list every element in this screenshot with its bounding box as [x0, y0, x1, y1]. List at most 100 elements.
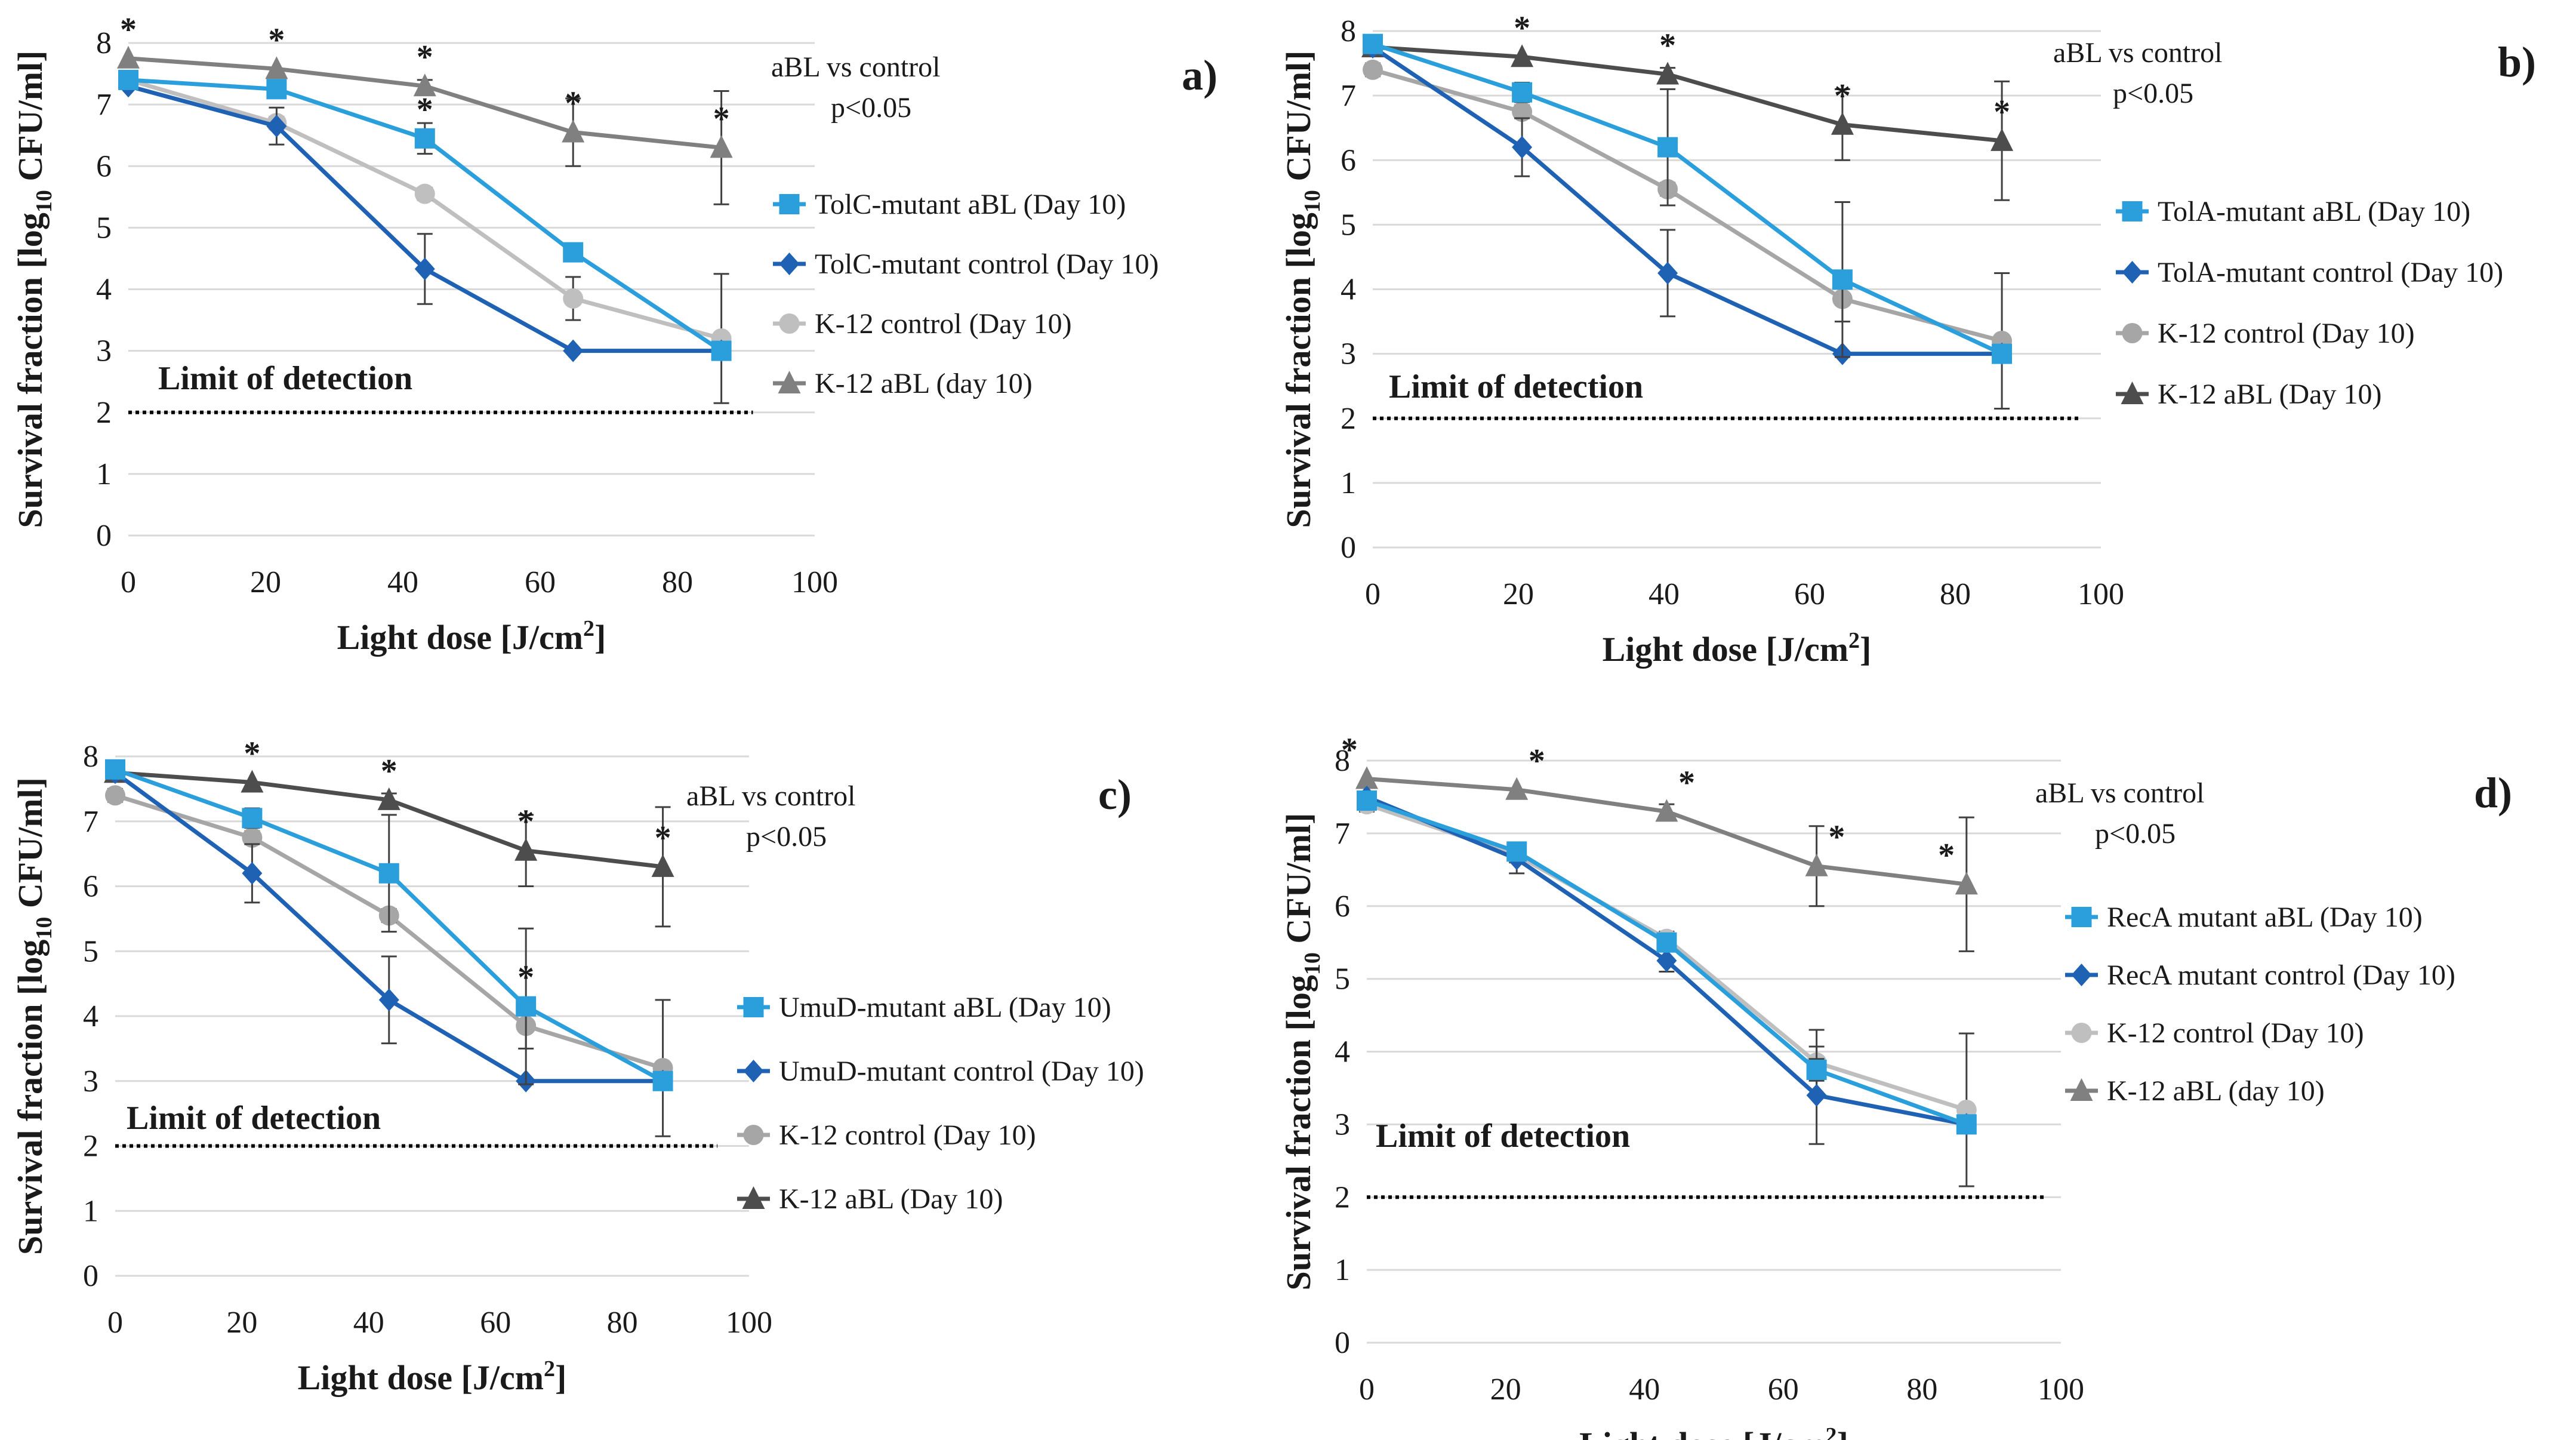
x-tick-label: 0 — [1365, 577, 1381, 611]
data-point-0 — [1512, 82, 1533, 103]
data-point-0 — [1806, 1059, 1827, 1080]
y-tick-label: 0 — [96, 519, 112, 553]
data-point-0 — [105, 759, 125, 780]
x-tick-label: 60 — [1794, 577, 1825, 611]
legend-marker — [743, 1060, 764, 1082]
y-tick-label: 0 — [83, 1259, 98, 1293]
y-axis-title: Survival fraction [log10 CFU/ml] — [11, 51, 57, 528]
legend-label: K-12 control (Day 10) — [779, 1119, 1036, 1151]
significance-star: * — [1659, 27, 1676, 64]
significance-star: * — [1514, 10, 1530, 47]
series-line-0 — [1372, 42, 2003, 356]
legend-marker — [2070, 1078, 2093, 1101]
y-tick-label: 3 — [96, 334, 112, 368]
significance-note: aBL vs control — [2053, 37, 2223, 69]
x-tick-label: 40 — [1629, 1373, 1660, 1407]
significance-note: aBL vs control — [771, 51, 941, 83]
significance-star: * — [565, 85, 581, 122]
data-point-0 — [118, 69, 138, 90]
y-axis-title: Survival fraction [log10 CFU/ml] — [11, 777, 57, 1255]
y-axis-title: Survival fraction [log10 CFU/ml] — [1279, 51, 1325, 528]
significance-note: aBL vs control — [686, 780, 856, 812]
panel-letter: c) — [1098, 771, 1132, 819]
data-point-2 — [1512, 101, 1533, 122]
x-axis-title: Light dose [J/cm2] — [337, 616, 606, 657]
data-point-0 — [1657, 137, 1678, 158]
significance-threshold: p<0.05 — [2113, 78, 2193, 109]
legend-marker — [2071, 907, 2092, 927]
legend-label: RecA mutant control (Day 10) — [2107, 959, 2455, 991]
data-point-2 — [105, 785, 125, 806]
y-tick-label: 3 — [83, 1064, 98, 1099]
legend-marker — [2122, 201, 2143, 221]
significance-star: * — [381, 753, 398, 790]
data-point-0 — [563, 242, 584, 263]
y-tick-label: 3 — [1335, 1107, 1350, 1141]
panel-letter: b) — [2498, 38, 2536, 86]
significance-star: * — [1341, 731, 1358, 768]
y-tick-label: 2 — [1335, 1180, 1350, 1214]
y-tick-label: 6 — [1335, 890, 1350, 924]
data-point-3 — [514, 838, 538, 861]
y-tick-label: 8 — [83, 740, 98, 774]
significance-threshold: p<0.05 — [746, 821, 827, 853]
x-tick-label: 0 — [1359, 1373, 1375, 1407]
significance-star: * — [244, 736, 260, 773]
legend-label: TolA-mutant control (Day 10) — [2158, 257, 2503, 288]
legend-label: K-12 aBL (Day 10) — [2158, 379, 2381, 410]
legend-marker — [2071, 1023, 2092, 1043]
data-point-3 — [1655, 799, 1678, 822]
data-point-1 — [266, 115, 287, 138]
significance-note: aBL vs control — [2035, 777, 2205, 809]
y-tick-label: 8 — [1335, 744, 1350, 778]
data-point-1 — [414, 257, 435, 281]
significance-star: * — [1834, 78, 1851, 115]
legend-marker — [743, 1125, 764, 1145]
x-tick-label: 100 — [2078, 577, 2124, 611]
significance-star: * — [1678, 764, 1695, 801]
x-tick-label: 20 — [1490, 1373, 1521, 1407]
data-point-0 — [652, 1070, 673, 1091]
x-tick-label: 80 — [662, 565, 693, 599]
data-point-0 — [1363, 33, 1383, 54]
data-point-3 — [562, 119, 585, 143]
x-tick-label: 40 — [1648, 577, 1680, 611]
data-point-2 — [563, 288, 584, 309]
x-tick-label: 20 — [250, 565, 281, 599]
data-point-1 — [378, 988, 399, 1011]
data-point-2 — [1363, 59, 1383, 80]
data-point-3 — [413, 73, 436, 97]
x-tick-label: 40 — [387, 565, 418, 599]
y-tick-label: 1 — [1341, 466, 1356, 500]
y-tick-label: 1 — [83, 1194, 98, 1228]
data-point-3 — [1805, 853, 1828, 876]
limit-of-detection-label: Limit of detection — [158, 360, 412, 397]
y-tick-label: 5 — [96, 211, 112, 245]
data-point-0 — [516, 996, 537, 1017]
y-tick-label: 2 — [1341, 402, 1356, 436]
y-tick-label: 2 — [83, 1130, 98, 1164]
x-tick-label: 20 — [1503, 577, 1534, 611]
x-tick-label: 0 — [121, 565, 136, 599]
significance-star: * — [1529, 743, 1545, 780]
significance-star: * — [268, 21, 285, 59]
legend-label: K-12 control (Day 10) — [815, 308, 1072, 340]
y-tick-label: 5 — [83, 934, 98, 968]
data-point-3 — [1355, 766, 1378, 789]
x-tick-label: 0 — [107, 1306, 123, 1340]
significance-star: * — [655, 820, 671, 857]
data-point-2 — [242, 827, 263, 848]
data-point-3 — [710, 135, 733, 158]
y-tick-label: 1 — [1335, 1253, 1350, 1287]
data-point-3 — [265, 56, 288, 79]
y-tick-label: 7 — [96, 88, 112, 122]
significance-star: * — [417, 39, 433, 76]
y-tick-label: 7 — [83, 805, 98, 839]
y-tick-label: 5 — [1335, 962, 1350, 996]
x-tick-label: 100 — [791, 565, 838, 599]
x-tick-label: 100 — [2038, 1373, 2084, 1407]
legend-label: TolC-mutant control (Day 10) — [815, 248, 1159, 280]
